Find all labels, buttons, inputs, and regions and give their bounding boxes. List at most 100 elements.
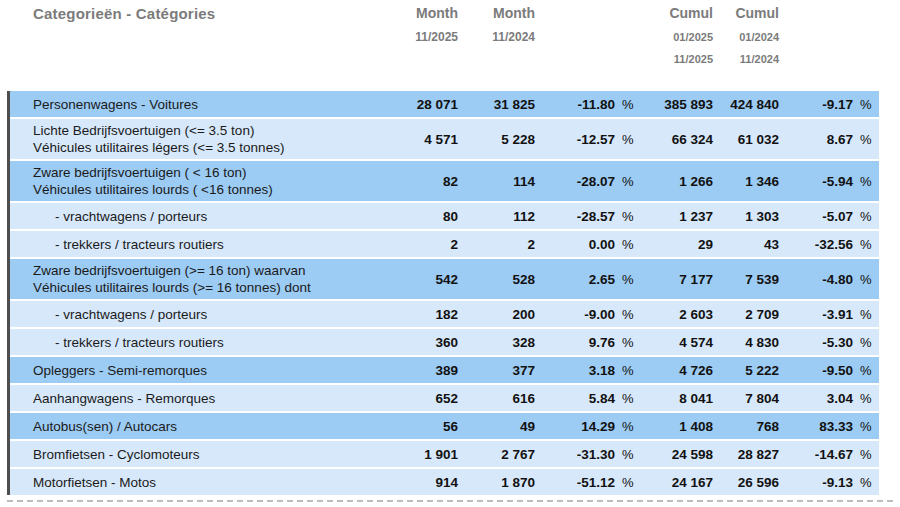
month-change-value: -11.80 (535, 97, 615, 112)
category-label-line: Bromfietsen - Cyclomoteurs (33, 446, 390, 463)
header-cumul-previous-label: Cumul (713, 5, 779, 21)
category-column-title: Categorieën - Catégories (10, 5, 390, 91)
month-change-value: -9.00 (535, 307, 615, 322)
month-current-value: 652 (390, 391, 458, 406)
table-row: Motorfietsen - Motos 914 1 870 -51.12 % … (10, 469, 879, 495)
percent-sign: % (615, 132, 645, 147)
percent-sign: % (615, 363, 645, 378)
cumul-change-value: -9.17 (779, 97, 853, 112)
bottom-divider (7, 500, 893, 502)
cumul-change-value: 3.04 (779, 391, 853, 406)
cumul-previous-value: 424 840 (713, 97, 779, 112)
cumul-previous-value: 7 804 (713, 391, 779, 406)
header-cumul-current-date-from: 01/2025 (645, 31, 713, 44)
percent-sign: % (615, 97, 645, 112)
header-month-current-label: Month (390, 5, 458, 21)
month-change-value: -12.57 (535, 132, 615, 147)
category-label-line: Personenwagens - Voitures (33, 96, 390, 113)
header-cumul-current: Cumul 01/2025 11/2025 (645, 5, 713, 91)
cumul-current-value: 4 574 (645, 335, 713, 350)
header-cumul-current-date-to: 11/2025 (645, 53, 713, 66)
month-previous-value: 112 (458, 209, 535, 224)
month-change-value: 5.84 (535, 391, 615, 406)
cumul-current-value: 1 237 (645, 209, 713, 224)
percent-sign: % (853, 174, 879, 189)
percent-sign: % (615, 475, 645, 490)
cumul-current-value: 7 177 (645, 272, 713, 287)
cumul-change-value: 8.67 (779, 132, 853, 147)
header-cumul-previous-date-from: 01/2024 (713, 31, 779, 44)
month-change-value: 9.76 (535, 335, 615, 350)
month-current-value: 2 (390, 237, 458, 252)
cumul-change-value: -5.30 (779, 335, 853, 350)
category-label-line: - trekkers / tracteurs routiers (55, 334, 390, 351)
cumul-current-value: 29 (645, 237, 713, 252)
percent-sign: % (615, 307, 645, 322)
table-row: - trekkers / tracteurs routiers 2 2 0.00… (10, 231, 879, 257)
month-previous-value: 5 228 (458, 132, 535, 147)
cumul-current-value: 8 041 (645, 391, 713, 406)
month-current-value: 914 (390, 475, 458, 490)
percent-sign: % (615, 335, 645, 350)
table-row: Autobus(sen) / Autocars 56 49 14.29 % 1 … (10, 413, 879, 439)
percent-sign: % (615, 272, 645, 287)
month-previous-value: 49 (458, 419, 535, 434)
month-change-value: -28.57 (535, 209, 615, 224)
category-cell: Zware bedrijfsvoertuigen (>= 16 ton) waa… (10, 259, 390, 299)
category-label-line: Opleggers - Semi-remorques (33, 362, 390, 379)
header-percent-spacer (615, 5, 645, 91)
month-previous-value: 200 (458, 307, 535, 322)
statistics-table: Categorieën - Catégories Month 11/2025 M… (10, 0, 879, 497)
table-body: Personenwagens - Voitures 28 071 31 825 … (7, 91, 879, 495)
category-cell: Lichte Bedrijfsvoertuigen (<= 3.5 ton)Vé… (10, 119, 390, 159)
cumul-change-value: -4.80 (779, 272, 853, 287)
header-month-current: Month 11/2025 (390, 5, 458, 91)
header-month-previous-label: Month (458, 5, 535, 21)
month-previous-value: 528 (458, 272, 535, 287)
month-previous-value: 1 870 (458, 475, 535, 490)
month-change-value: -31.30 (535, 447, 615, 462)
cumul-current-value: 385 893 (645, 97, 713, 112)
month-current-value: 28 071 (390, 97, 458, 112)
month-change-value: -28.07 (535, 174, 615, 189)
percent-sign: % (615, 174, 645, 189)
header-month-previous-date: 11/2024 (458, 31, 535, 44)
percent-sign: % (853, 447, 879, 462)
month-change-value: -51.12 (535, 475, 615, 490)
category-label-line: Aanhangwagens - Remorques (33, 390, 390, 407)
header-cumul-current-label: Cumul (645, 5, 713, 21)
cumul-current-value: 1 266 (645, 174, 713, 189)
cumul-previous-value: 5 222 (713, 363, 779, 378)
table-row: Lichte Bedrijfsvoertuigen (<= 3.5 ton)Vé… (10, 119, 879, 159)
category-label-line: Autobus(sen) / Autocars (33, 418, 390, 435)
cumul-current-value: 24 167 (645, 475, 713, 490)
category-cell: Autobus(sen) / Autocars (10, 415, 390, 438)
month-previous-value: 2 (458, 237, 535, 252)
cumul-change-value: -5.94 (779, 174, 853, 189)
header-cumul-previous: Cumul 01/2024 11/2024 (713, 5, 779, 91)
table-row: - vrachtwagens / porteurs 182 200 -9.00 … (10, 301, 879, 327)
table-row: Personenwagens - Voitures 28 071 31 825 … (10, 91, 879, 117)
table-row: Zware bedrijfsvoertuigen (>= 16 ton) waa… (10, 259, 879, 299)
percent-sign: % (615, 447, 645, 462)
percent-sign: % (853, 475, 879, 490)
category-label-line: Motorfietsen - Motos (33, 474, 390, 491)
table-row: - trekkers / tracteurs routiers 360 328 … (10, 329, 879, 355)
registration-statistics-page: Categorieën - Catégories Month 11/2025 M… (0, 0, 900, 507)
cumul-previous-value: 26 596 (713, 475, 779, 490)
category-cell: Motorfietsen - Motos (10, 471, 390, 494)
category-cell: Opleggers - Semi-remorques (10, 359, 390, 382)
percent-sign: % (853, 272, 879, 287)
header-month-change-spacer (535, 5, 615, 91)
cumul-change-value: -32.56 (779, 237, 853, 252)
percent-sign: % (853, 307, 879, 322)
header-percent-spacer (853, 5, 879, 91)
month-current-value: 389 (390, 363, 458, 378)
table-row: Opleggers - Semi-remorques 389 377 3.18 … (10, 357, 879, 383)
category-cell: - vrachtwagens / porteurs (10, 205, 390, 228)
cumul-current-value: 66 324 (645, 132, 713, 147)
month-current-value: 182 (390, 307, 458, 322)
category-label-line: Lichte Bedrijfsvoertuigen (<= 3.5 ton) (33, 122, 390, 139)
cumul-previous-value: 7 539 (713, 272, 779, 287)
percent-sign: % (853, 132, 879, 147)
